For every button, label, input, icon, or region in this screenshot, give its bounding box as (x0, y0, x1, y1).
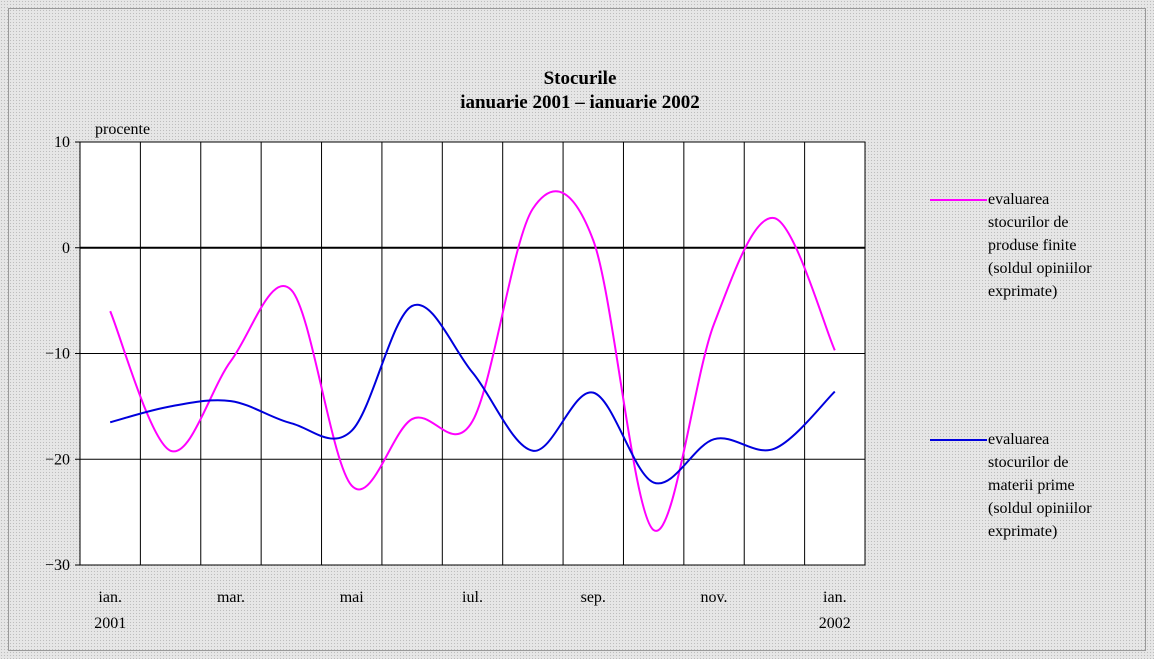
legend-label: evaluarea stocurilor de produse finite (… (988, 191, 1092, 300)
x-tick-label: sep. (580, 589, 606, 606)
y-tick-label: 0 (62, 240, 70, 257)
y-tick-label: 10 (54, 134, 70, 151)
x-tick-label: ian. 2002 (818, 589, 851, 632)
chart-subtitle: ianuarie 2001 – ianuarie 2002 (460, 92, 700, 113)
frame (8, 8, 1146, 651)
y-axis-label: procente (95, 121, 150, 138)
y-tick-label: −10 (45, 346, 70, 363)
series-line (109, 303, 836, 485)
x-tick-label: mai (339, 589, 364, 606)
x-tick-label: ian. 2001 (94, 589, 127, 632)
x-tick-label: nov. (700, 589, 728, 606)
x-tick-label: mar. (216, 589, 245, 606)
legend-label: evaluarea stocurilor de materii prime (s… (988, 431, 1092, 540)
y-tick-label: −20 (45, 451, 70, 468)
x-tick-label: iul. (462, 589, 483, 606)
y-tick-label: −30 (45, 557, 70, 574)
series-line (109, 190, 836, 532)
plot-border (79, 141, 866, 566)
chart-title: Stocurile (544, 68, 617, 89)
